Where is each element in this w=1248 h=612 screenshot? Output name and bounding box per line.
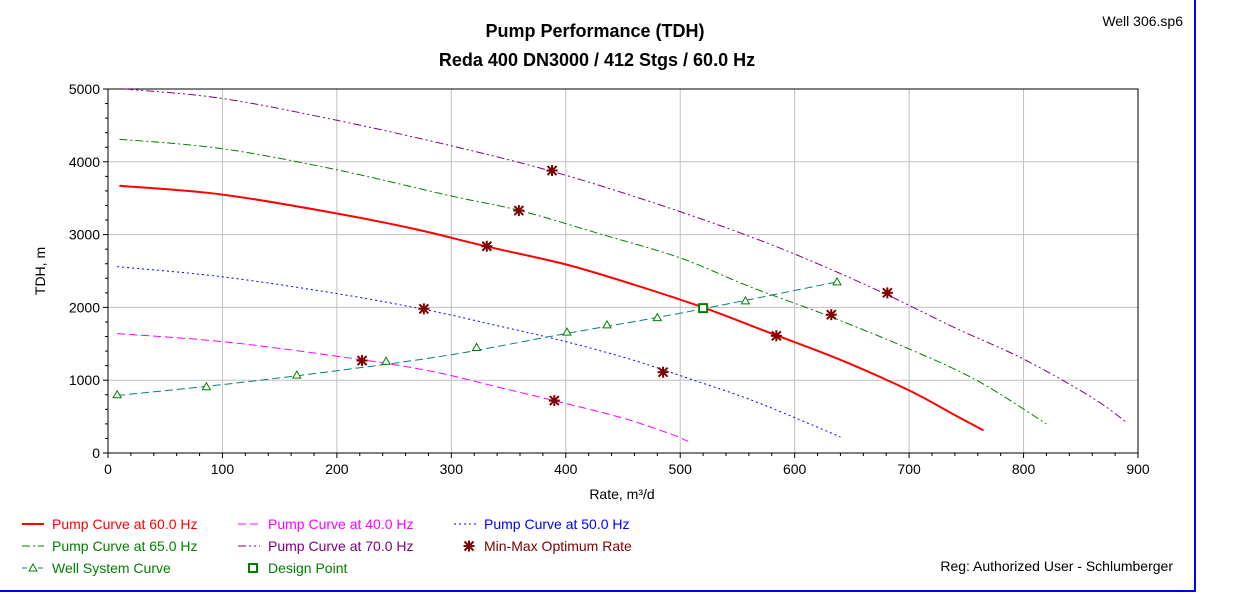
y-axis-label: TDH, m [32, 247, 48, 295]
legend-label: Pump Curve at 60.0 Hz [52, 516, 198, 532]
series-min-max-optimum-rate [356, 165, 893, 407]
series-pump-curve-at-40-0-hz-line [117, 333, 689, 442]
well-curve-marker [291, 370, 302, 379]
legend: Pump Curve at 60.0 Hz Pump Curve at 40.0 … [22, 516, 632, 576]
y-tick-label: 0 [92, 445, 100, 461]
legend-item-pump-curve-at-40-0-hz: Pump Curve at 40.0 Hz [238, 516, 414, 532]
optimum-rate-marker [481, 240, 493, 252]
legend-triangle-icon [28, 562, 38, 572]
legend-label: Min-Max Optimum Rate [484, 538, 632, 554]
legend-item-design-point: Design Point [248, 560, 347, 576]
grid [108, 88, 1138, 453]
well-curve-marker [381, 356, 391, 365]
x-tick-label: 900 [1126, 461, 1150, 477]
axes: 0 100 200 300 400 500 600 700 800 900 0 1000 2000 300… [69, 81, 1150, 477]
legend-label: Pump Curve at 50.0 Hz [484, 516, 630, 532]
optimum-rate-marker [418, 303, 430, 315]
legend-label: Pump Curve at 65.0 Hz [52, 538, 198, 554]
x-tick-label: 800 [1012, 461, 1036, 477]
x-tick-label: 500 [669, 461, 693, 477]
series-group [112, 88, 1127, 442]
optimum-rate-marker [546, 165, 558, 177]
series-well-system-curve [112, 276, 842, 399]
y-tick-label: 4000 [69, 154, 100, 170]
legend-label: Pump Curve at 40.0 Hz [268, 516, 414, 532]
legend-item-pump-curve-at-50-0-hz: Pump Curve at 50.0 Hz [454, 516, 630, 532]
series-design-point [698, 303, 709, 314]
plot-area-border [107, 88, 1139, 454]
well-curve-marker [652, 312, 663, 322]
x-axis-label: Rate, m³/d [589, 486, 654, 502]
x-tick-label: 400 [554, 461, 578, 477]
x-tick-label: 0 [104, 461, 112, 477]
optimum-rate-marker [770, 330, 782, 342]
x-tick-label: 700 [897, 461, 921, 477]
well-curve-marker [740, 295, 751, 305]
x-tick-label: 600 [783, 461, 807, 477]
chart-frame [0, 0, 1196, 592]
y-tick-label: 5000 [69, 81, 100, 97]
series-pump-curve-at-70-0-hz [125, 88, 1127, 423]
optimum-rate-marker [513, 205, 525, 217]
y-tick-label: 1000 [69, 372, 100, 388]
series-pump-curve-at-60-0-hz [119, 184, 984, 432]
legend-label: Design Point [268, 560, 347, 576]
optimum-rate-marker [825, 309, 837, 321]
legend-label: Pump Curve at 70.0 Hz [268, 538, 414, 554]
well-curve-marker [112, 389, 123, 399]
legend-star-icon [463, 540, 475, 552]
y-tick-label: 2000 [69, 299, 100, 315]
well-curve-marker [602, 319, 612, 329]
series-pump-curve-at-60-0-hz-line [119, 184, 984, 432]
series-well-system-curve-line [117, 281, 838, 396]
series-pump-curve-at-70-0-hz-line [125, 88, 1127, 423]
series-pump-curve-at-65-0-hz-line [119, 138, 1047, 425]
well-curve-marker [201, 381, 212, 391]
optimum-rate-marker [881, 287, 893, 299]
optimum-rate-marker [356, 355, 368, 367]
legend-item-min-max-optimum-rate: Min-Max Optimum Rate [463, 538, 632, 554]
series-pump-curve-at-50-0-hz [117, 266, 841, 438]
well-curve-marker [562, 327, 572, 336]
legend-square-icon [248, 563, 258, 573]
x-tick-label: 300 [440, 461, 464, 477]
well-curve-marker [832, 276, 842, 286]
legend-item-pump-curve-at-70-0-hz: Pump Curve at 70.0 Hz [238, 538, 414, 554]
optimum-rate-marker [657, 366, 669, 378]
chart-title: Pump Performance (TDH) [485, 21, 704, 41]
y-tick-label: 3000 [69, 227, 100, 243]
legend-item-pump-curve-at-65-0-hz: Pump Curve at 65.0 Hz [22, 538, 198, 554]
well-curve-marker [471, 342, 482, 351]
legend-item-pump-curve-at-60-0-hz: Pump Curve at 60.0 Hz [22, 516, 198, 532]
series-pump-curve-at-40-0-hz [117, 333, 689, 442]
chart-subtitle: Reda 400 DN3000 / 412 Stgs / 60.0 Hz [439, 50, 755, 70]
design-point-marker [698, 303, 709, 314]
registration-text: Reg: Authorized User - Schlumberger [940, 558, 1173, 574]
optimum-rate-marker [548, 395, 560, 407]
x-tick-label: 100 [211, 461, 235, 477]
series-pump-curve-at-50-0-hz-line [117, 266, 841, 438]
series-pump-curve-at-65-0-hz [119, 138, 1047, 425]
legend-item-well-system-curve: Well System Curve [22, 560, 171, 576]
legend-label: Well System Curve [52, 560, 171, 576]
x-tick-label: 200 [325, 461, 349, 477]
file-label: Well 306.sp6 [1102, 13, 1183, 29]
